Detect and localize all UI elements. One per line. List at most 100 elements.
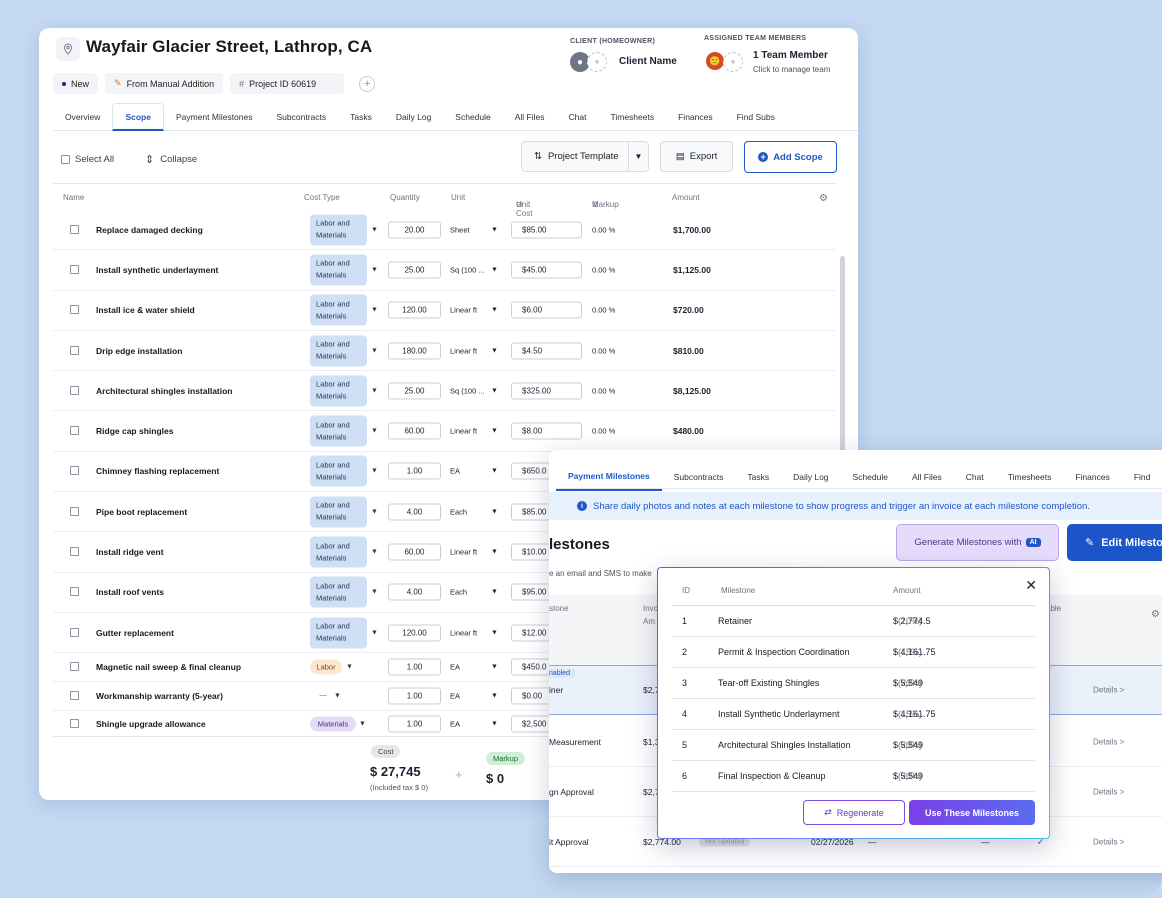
unit-cost-input[interactable]: $4.50 bbox=[511, 342, 582, 360]
tab-chat[interactable]: Chat bbox=[568, 112, 587, 122]
chevron-down-icon[interactable]: ▼ bbox=[371, 226, 378, 234]
unit-cost-input[interactable]: $325.00 bbox=[511, 382, 582, 400]
chevron-down-icon[interactable]: ▼ bbox=[491, 347, 498, 355]
add-chip-button[interactable]: + bbox=[359, 75, 376, 92]
add-team-member-icon[interactable]: + bbox=[723, 52, 743, 72]
tab-chat[interactable]: Chat bbox=[965, 472, 984, 482]
unit-select[interactable]: Each bbox=[450, 507, 468, 517]
unit-select[interactable]: EA bbox=[450, 719, 461, 729]
tab-schedule[interactable]: Schedule bbox=[852, 472, 888, 482]
quantity-input[interactable]: 180.00 bbox=[388, 342, 441, 360]
unit-select[interactable]: EA bbox=[450, 662, 461, 672]
row-checkbox[interactable] bbox=[70, 264, 79, 274]
gear-icon[interactable]: ⚙ bbox=[819, 193, 828, 204]
client-avatar[interactable]: ● bbox=[570, 52, 590, 72]
tab-all-files[interactable]: All Files bbox=[514, 112, 545, 122]
chevron-down-icon[interactable]: ▼ bbox=[491, 467, 498, 475]
unit-select[interactable]: Sq (100 ... bbox=[450, 265, 485, 275]
cost-type-badge[interactable]: Labor and Materials bbox=[310, 576, 367, 608]
manage-team-link[interactable]: Click to manage team bbox=[753, 65, 831, 74]
unit-select[interactable]: Sq (100 ... bbox=[450, 386, 485, 396]
chevron-down-icon[interactable]: ▼ bbox=[491, 588, 498, 596]
quantity-input[interactable]: 1.00 bbox=[388, 687, 441, 705]
cost-type-badge[interactable]: Labor bbox=[310, 659, 342, 675]
chevron-down-icon[interactable]: ▼ bbox=[491, 226, 498, 234]
chevron-down-icon[interactable]: ▼ bbox=[371, 347, 378, 355]
unit-select[interactable]: Each bbox=[450, 587, 468, 597]
tab-timesheets[interactable]: Timesheets bbox=[610, 112, 655, 122]
chevron-down-icon[interactable]: ▼ bbox=[371, 306, 378, 314]
cost-type-badge[interactable]: Labor and Materials bbox=[310, 536, 367, 568]
details-link[interactable]: Details > bbox=[1093, 787, 1125, 796]
quantity-input[interactable]: 4.00 bbox=[388, 583, 441, 601]
chevron-down-icon[interactable]: ▼ bbox=[371, 387, 378, 395]
chevron-down-icon[interactable]: ▼ bbox=[491, 427, 498, 435]
unit-select[interactable]: EA bbox=[450, 466, 461, 476]
details-link[interactable]: Details > bbox=[1093, 685, 1125, 695]
row-checkbox[interactable] bbox=[70, 506, 79, 516]
eye-off-icon[interactable]: ⊘ bbox=[516, 200, 523, 209]
chevron-down-icon[interactable]: ▼ bbox=[371, 508, 378, 516]
team-count[interactable]: 1 Team Member bbox=[753, 50, 828, 61]
row-checkbox[interactable] bbox=[70, 426, 79, 436]
add-scope-button[interactable]: + Add Scope bbox=[744, 141, 837, 173]
chevron-down-icon[interactable]: ▼ bbox=[491, 692, 498, 700]
quantity-input[interactable]: 120.00 bbox=[388, 301, 441, 319]
tab-find[interactable]: Find bbox=[1133, 472, 1151, 482]
row-checkbox[interactable] bbox=[70, 345, 79, 355]
chevron-down-icon[interactable]: ▼ bbox=[346, 663, 353, 671]
tab-subcontracts[interactable]: Subcontracts bbox=[673, 472, 724, 482]
chevron-down-icon[interactable]: ▼ bbox=[359, 720, 366, 728]
unit-cost-input[interactable]: $8.00 bbox=[511, 422, 582, 440]
unit-select[interactable]: Linear ft bbox=[450, 305, 478, 315]
unit-select[interactable]: EA bbox=[450, 691, 461, 701]
collapse-button[interactable]: ⇕ Collapse bbox=[145, 153, 197, 166]
tab-payment-milestones[interactable]: Payment Milestones bbox=[175, 112, 253, 122]
tab-finances[interactable]: Finances bbox=[1075, 472, 1110, 482]
cost-type-badge[interactable]: --- bbox=[310, 680, 330, 711]
tab-find-subs[interactable]: Find Subs bbox=[736, 112, 775, 122]
tab-schedule[interactable]: Schedule bbox=[455, 112, 491, 122]
quantity-input[interactable]: 20.00 bbox=[388, 221, 441, 239]
row-checkbox[interactable] bbox=[70, 719, 79, 729]
scope-row[interactable]: Install ice & water shield Labor and Mater… bbox=[53, 291, 836, 331]
cost-type-badge[interactable]: Labor and Materials bbox=[310, 254, 367, 286]
tab-payment-milestones[interactable]: Payment Milestones bbox=[556, 463, 662, 491]
scope-row[interactable]: Drip edge installation Labor and Materials… bbox=[53, 331, 836, 372]
tab-overview[interactable]: Overview bbox=[65, 112, 101, 122]
use-milestones-button[interactable]: Use These Milestones bbox=[909, 800, 1035, 825]
scope-row[interactable]: Pipe boot replacement Labor and Materials ▼… bbox=[53, 492, 836, 533]
chevron-down-icon[interactable]: ▼ bbox=[491, 663, 498, 671]
unit-select[interactable]: Linear ft bbox=[450, 547, 478, 557]
edit-milestones-button[interactable]: ✎ Edit Milesto bbox=[1067, 524, 1162, 561]
generate-milestones-button[interactable]: Generate Milestones with AI bbox=[896, 524, 1059, 561]
tab-finances[interactable]: Finances bbox=[678, 112, 713, 122]
add-client-icon[interactable]: + bbox=[587, 52, 607, 72]
unit-select[interactable]: Sheet bbox=[450, 225, 470, 235]
regenerate-button[interactable]: ⇄ Regenerate bbox=[803, 800, 905, 825]
quantity-input[interactable]: 60.00 bbox=[388, 422, 441, 440]
scope-row[interactable]: Magnetic nail sweep & final cleanup Labor… bbox=[53, 653, 836, 682]
client-name[interactable]: Client Name bbox=[619, 56, 677, 67]
chevron-down-icon[interactable]: ▼ bbox=[371, 588, 378, 596]
unit-select[interactable]: Linear ft bbox=[450, 628, 478, 638]
chevron-down-icon[interactable]: ▼ bbox=[491, 508, 498, 516]
project-template-button[interactable]: ⇅ Project Template ▼ bbox=[521, 141, 649, 172]
milestone-row[interactable]: it Approval $2,774.00 Not Updated 02/27/… bbox=[549, 817, 1162, 867]
scope-row[interactable]: Install roof vents Labor and Materials ▼ 4.0… bbox=[53, 573, 836, 613]
row-checkbox[interactable] bbox=[70, 466, 79, 476]
cost-type-badge[interactable]: Labor and Materials bbox=[310, 375, 367, 407]
scope-row[interactable]: Chimney flashing replacement Labor and Mat… bbox=[53, 452, 836, 493]
scope-row[interactable]: Install synthetic underlayment Labor and M… bbox=[53, 250, 836, 291]
row-checkbox[interactable] bbox=[70, 627, 79, 637]
quantity-input[interactable]: 120.00 bbox=[388, 624, 441, 642]
chevron-down-icon[interactable]: ▼ bbox=[491, 548, 498, 556]
cost-type-badge[interactable]: Labor and Materials bbox=[310, 335, 367, 367]
unit-cost-input[interactable]: $45.00 bbox=[511, 261, 582, 279]
row-checkbox[interactable] bbox=[70, 385, 79, 395]
row-checkbox[interactable] bbox=[70, 547, 79, 557]
chevron-down-icon[interactable]: ▼ bbox=[491, 306, 498, 314]
chevron-down-icon[interactable]: ▼ bbox=[371, 266, 378, 274]
close-icon[interactable]: ✕ bbox=[1025, 577, 1037, 593]
row-checkbox[interactable] bbox=[70, 690, 79, 700]
